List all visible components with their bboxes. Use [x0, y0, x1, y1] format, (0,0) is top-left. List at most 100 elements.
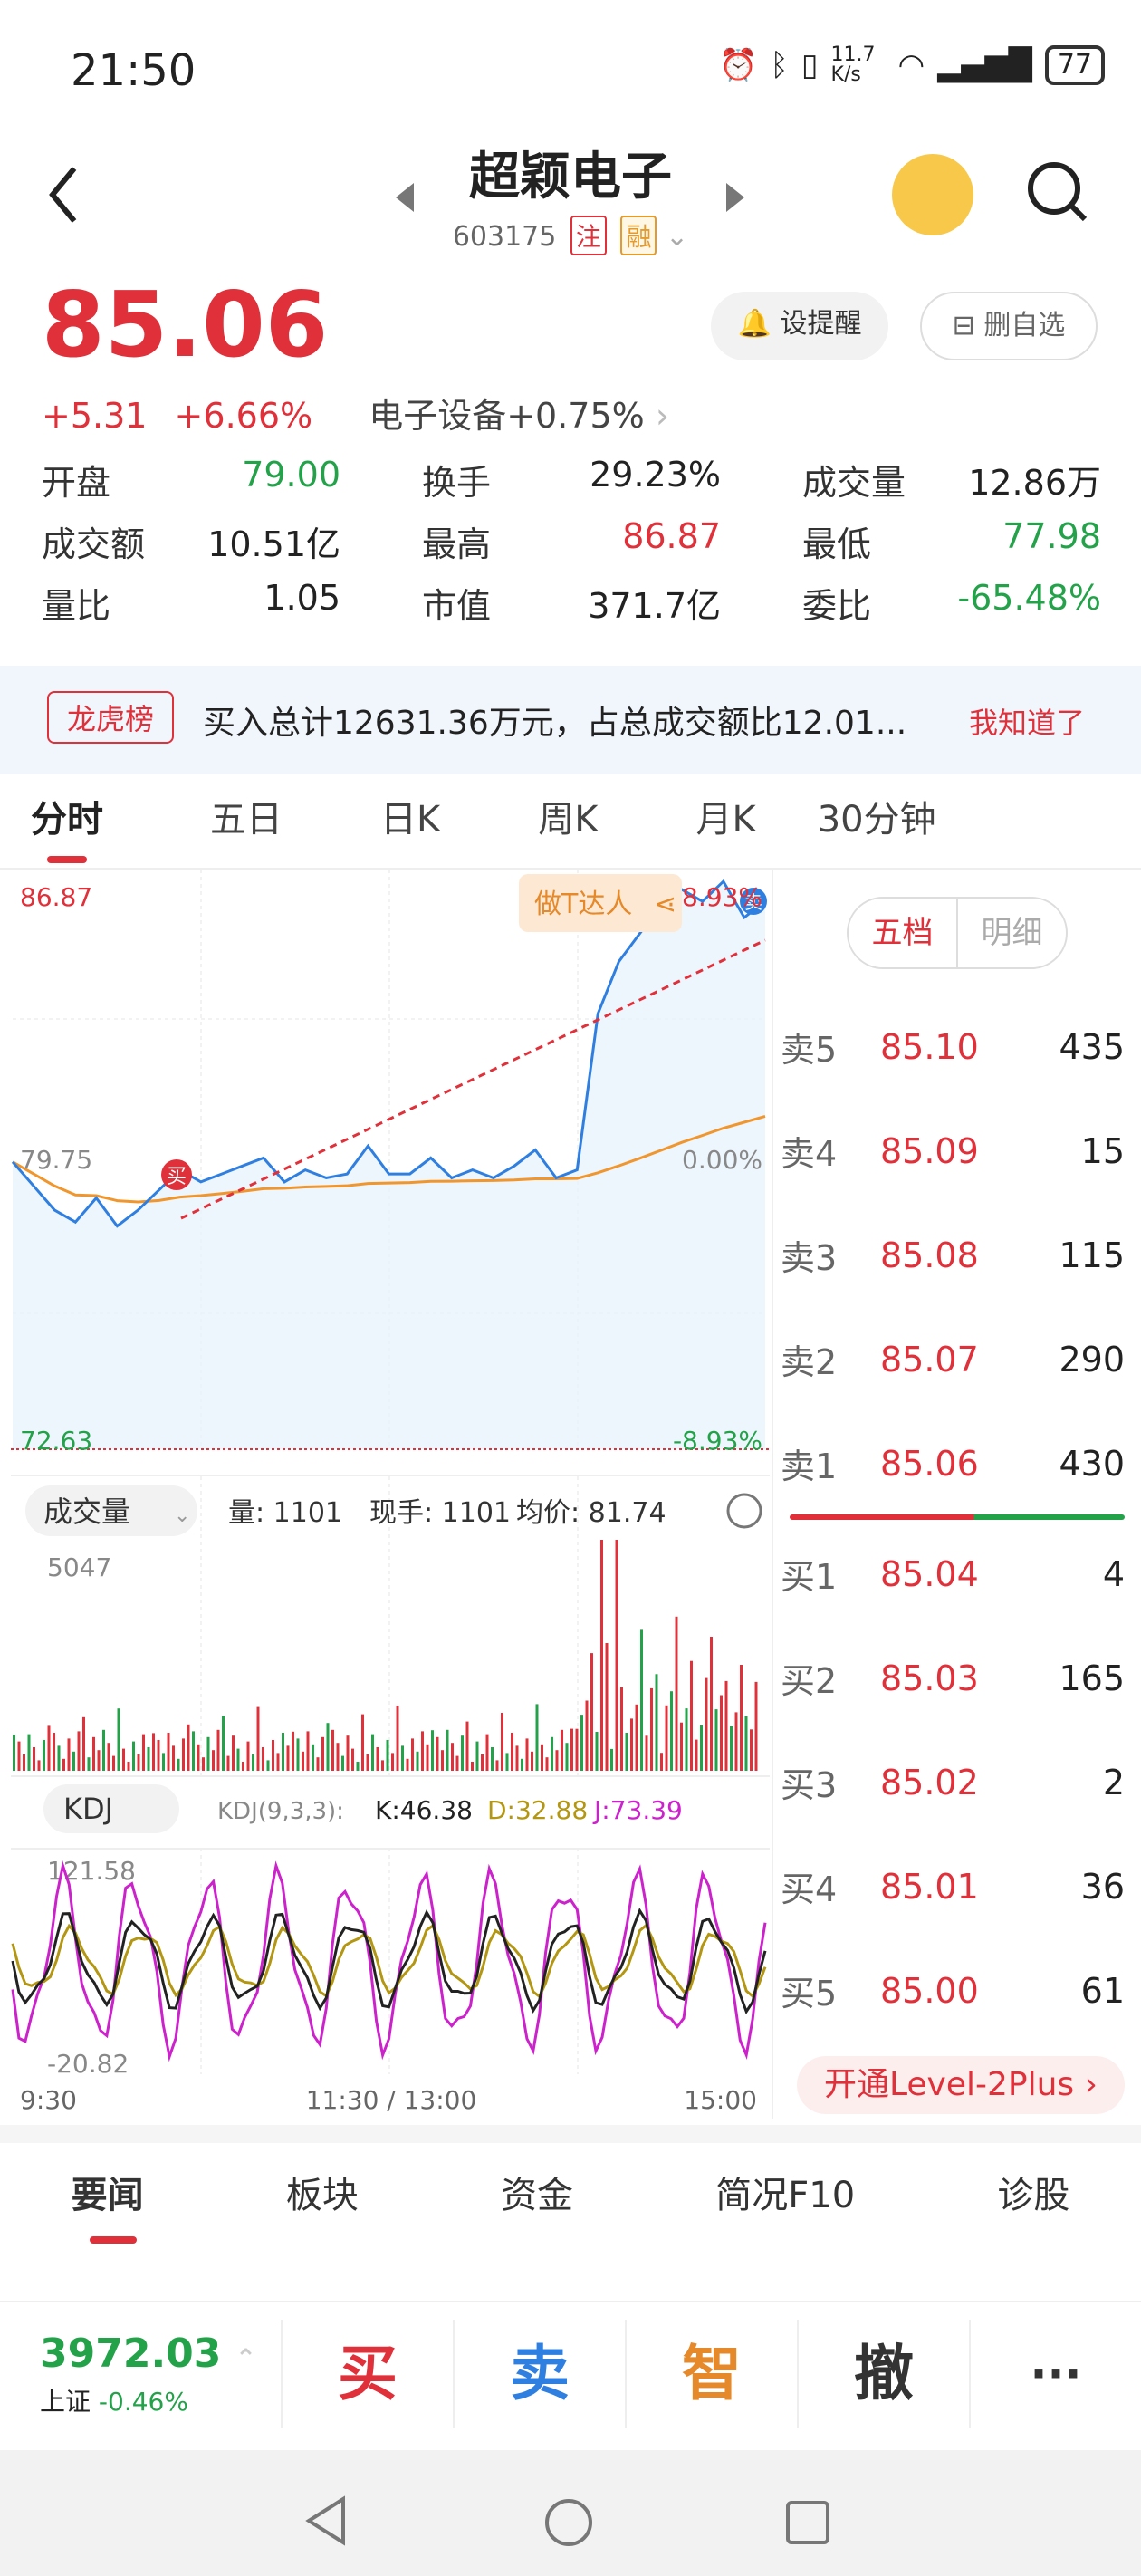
volume-bar — [381, 1760, 384, 1771]
level2-upgrade-button[interactable]: 开通Level-2Plus › — [797, 2056, 1125, 2114]
tab-five-level[interactable]: 五档 — [849, 899, 956, 967]
chevron-right-icon: › — [1084, 2066, 1098, 2103]
bid-label: 买4 — [781, 1870, 838, 1909]
tab-sector[interactable]: 板块 — [285, 2175, 359, 2216]
volume-bar — [495, 1760, 499, 1771]
volume-select[interactable] — [25, 1485, 197, 1536]
stat-label: 市值 — [422, 585, 492, 626]
stat-value: 77.98 — [1002, 515, 1101, 556]
volume-bar — [491, 1747, 494, 1771]
bid-volume: 165 — [1059, 1658, 1125, 1698]
nav-home-icon[interactable] — [543, 2497, 594, 2548]
volume-bar — [600, 1540, 603, 1771]
settings-icon[interactable] — [726, 1493, 762, 1529]
volume-bar — [77, 1731, 81, 1771]
tab-weekly[interactable]: 周K — [538, 799, 599, 841]
nav-recent-icon[interactable] — [784, 2499, 831, 2546]
do-t-badge[interactable] — [519, 874, 682, 932]
sell-button[interactable]: 卖 — [453, 2320, 625, 2428]
stat-order-ratio: 委比 -65.48% — [802, 578, 1101, 628]
volume-bar — [142, 1734, 145, 1771]
stat-value: 29.23% — [590, 454, 721, 495]
tab-5day[interactable]: 五日 — [210, 799, 283, 841]
volume-bar — [262, 1747, 264, 1771]
volume-bar — [256, 1706, 260, 1771]
share-icon[interactable]: ⋖ — [654, 889, 676, 920]
volume-bar — [336, 1743, 340, 1771]
volume-bar — [511, 1733, 513, 1771]
current-price: 85.06 — [42, 272, 329, 378]
price-high-label: 86.87 — [20, 882, 92, 912]
tab-news[interactable]: 要闻 — [72, 2166, 144, 2244]
volume-bar — [695, 1739, 698, 1771]
remove-watch-label: 删自选 — [983, 310, 1066, 341]
sell-marker[interactable] — [740, 888, 767, 915]
tab-diagnose[interactable]: 诊股 — [997, 2175, 1070, 2216]
volume-bar — [744, 1716, 748, 1771]
tab-daily[interactable]: 日K — [380, 799, 441, 841]
volume-bar — [276, 1753, 280, 1771]
buy-marker[interactable] — [161, 1159, 192, 1190]
index-widget[interactable]: 3972.03 ⌃ 上证 -0.46% — [0, 2331, 281, 2418]
tab-30min[interactable]: 30分钟 — [817, 799, 936, 841]
bid-volume: 4 — [1102, 1553, 1125, 1594]
stats-row: 开盘 79.00 换手 29.23% 成交量 12.86万 — [42, 448, 1101, 510]
back-icon[interactable] — [45, 163, 82, 226]
orderbook-tabs: 五档 明细 — [847, 897, 1068, 969]
bid-volume: 2 — [1102, 1762, 1125, 1802]
avg-price-text: 均价: 81.74 — [516, 1497, 666, 1529]
sector-link[interactable]: 电子设备+0.75% — [369, 396, 645, 436]
smart-button[interactable]: 智 — [625, 2320, 797, 2428]
prev-stock-icon[interactable] — [394, 181, 417, 214]
volume-bar — [122, 1748, 125, 1771]
buy-button[interactable]: 买 — [281, 2320, 453, 2428]
time-end-label: 15:00 — [684, 2085, 757, 2115]
volume-bar — [192, 1731, 195, 1771]
chevron-down-icon[interactable]: ⌄ — [666, 221, 689, 253]
stat-label: 最高 — [422, 524, 492, 564]
volume-bar — [326, 1723, 330, 1771]
battery-icon: 77 — [1044, 45, 1105, 85]
volume-bars — [13, 1540, 758, 1771]
buy-sell-ratio-bar — [790, 1514, 1125, 1520]
tab-f10[interactable]: 简况F10 — [715, 2175, 856, 2216]
tab-intraday[interactable]: 分时 — [0, 779, 134, 865]
dragon-tiger-banner[interactable]: 龙虎榜 买入总计12631.36万元，占总成交额比12.01... 我知道了 — [0, 666, 1141, 774]
volume-bar — [132, 1741, 135, 1771]
ask-volume: 435 — [1059, 1026, 1125, 1067]
volume-bar — [541, 1744, 543, 1771]
kdj-d-value: D:32.88 — [487, 1795, 588, 1825]
banner-dismiss[interactable]: 我知道了 — [969, 706, 1086, 740]
volume-bar — [525, 1738, 529, 1771]
search-icon[interactable] — [1021, 156, 1094, 228]
volume-bar — [635, 1704, 638, 1771]
volume-bar — [112, 1755, 115, 1771]
status-bar: 21:50 ⏰ ᛒ ▯ 11.7 K/s ◠ ▂▄▆█ 77 — [0, 0, 1141, 136]
tab-detail[interactable]: 明细 — [956, 899, 1066, 967]
volume-bar — [475, 1741, 479, 1771]
more-button[interactable]: ··· — [969, 2320, 1141, 2428]
volume-bar — [396, 1706, 399, 1771]
time-mid-label: 11:30 / 13:00 — [306, 2085, 477, 2115]
bluetooth-icon: ᛒ — [770, 47, 789, 83]
volume-bar — [92, 1736, 95, 1771]
mascot-icon[interactable] — [892, 154, 973, 235]
stat-market-cap: 市值 371.7亿 — [422, 578, 721, 628]
volume-bar — [675, 1616, 678, 1771]
set-alert-button[interactable]: 🔔 设提醒 — [711, 292, 888, 360]
tab-monthly[interactable]: 月K — [695, 799, 756, 841]
nav-back-icon[interactable] — [303, 2495, 349, 2546]
stat-volume: 成交量 12.86万 — [802, 455, 1101, 505]
volume-bar — [23, 1754, 25, 1771]
ask-label: 卖4 — [781, 1134, 838, 1174]
remove-watch-button[interactable]: ⊟ 删自选 — [920, 292, 1098, 360]
intraday-chart[interactable]: 买 卖 86.87 79.75 72.63 8.93% 0.00% -8.93%… — [0, 870, 779, 2138]
stat-label: 换手 — [422, 462, 492, 503]
volume-bar — [107, 1743, 110, 1771]
volume-bar — [302, 1751, 304, 1771]
volume-bar — [700, 1725, 703, 1771]
indicator-select[interactable] — [43, 1784, 179, 1833]
tab-capital[interactable]: 资金 — [501, 2175, 574, 2216]
cancel-order-button[interactable]: 撤 — [797, 2320, 969, 2428]
next-stock-icon[interactable] — [723, 181, 746, 214]
